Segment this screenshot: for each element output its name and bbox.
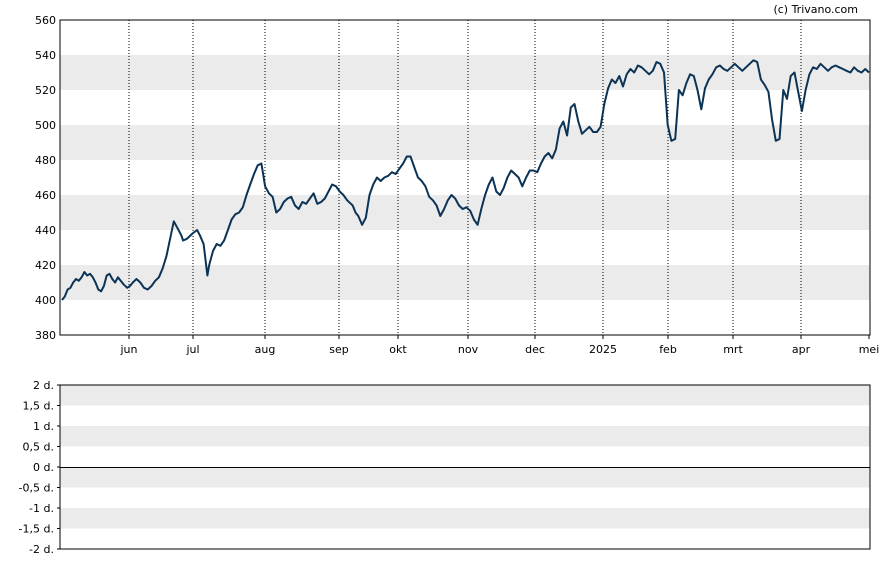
price-x-axis-labels: jun jul aug sep okt nov dec 2025 feb mrt apr mei — [120, 335, 880, 356]
y-tick-label: -2 d. — [29, 543, 54, 556]
y-tick-label: 2 d. — [33, 379, 54, 392]
y-tick-label: 540 — [35, 49, 56, 62]
price-band — [60, 265, 870, 300]
price-band — [60, 195, 870, 230]
price-y-axis-labels: 560 540 520 500 480 460 440 420 400 380 — [35, 14, 56, 342]
price-chart-frame — [59, 19, 871, 336]
dividend-y-axis-labels: 2 d. 1,5 d. 1 d. 0,5 d. 0 d. -0,5 d. -1 d. -1,5… — [19, 379, 60, 556]
x-tick-label: aug — [255, 343, 276, 356]
x-tick-label: sep — [329, 343, 348, 356]
dividend-chart-frame — [59, 384, 871, 550]
y-tick-label: 380 — [35, 329, 56, 342]
x-tick-label: mrt — [723, 343, 743, 356]
x-tick-label: apr — [792, 343, 811, 356]
y-tick-label: 1,5 d. — [23, 400, 54, 413]
x-tick-label: nov — [458, 343, 479, 356]
price-series — [61, 59, 870, 301]
dividend-band — [60, 508, 870, 529]
x-tick-label: jul — [185, 343, 199, 356]
y-tick-label: 400 — [35, 294, 56, 307]
dividend-band — [60, 426, 870, 447]
y-tick-label: 420 — [35, 259, 56, 272]
price-chart-bands — [60, 55, 870, 300]
x-tick-label: jun — [120, 343, 138, 356]
x-tick-label: 2025 — [589, 343, 617, 356]
y-tick-label: 0 d. — [33, 461, 54, 474]
y-tick-label: 500 — [35, 119, 56, 132]
price-band — [60, 125, 870, 160]
x-tick-label: mei — [859, 343, 880, 356]
x-tick-label: dec — [525, 343, 545, 356]
y-tick-label: -1 d. — [29, 502, 54, 515]
dividend-chart-bands — [60, 385, 870, 529]
y-tick-label: 440 — [35, 224, 56, 237]
x-tick-label: okt — [389, 343, 407, 356]
x-tick-label: feb — [659, 343, 677, 356]
price-line — [61, 59, 870, 301]
y-tick-label: -0,5 d. — [19, 482, 54, 495]
price-band — [60, 55, 870, 90]
copyright-label: (c) Trivano.com — [773, 3, 858, 16]
y-tick-label: 480 — [35, 154, 56, 167]
y-tick-label: -1,5 d. — [19, 523, 54, 536]
dividend-band — [60, 467, 870, 488]
y-tick-label: 0,5 d. — [23, 441, 54, 454]
y-tick-label: 560 — [35, 14, 56, 27]
dividend-band — [60, 385, 870, 406]
y-tick-label: 520 — [35, 84, 56, 97]
y-tick-label: 460 — [35, 189, 56, 202]
y-tick-label: 1 d. — [33, 420, 54, 433]
